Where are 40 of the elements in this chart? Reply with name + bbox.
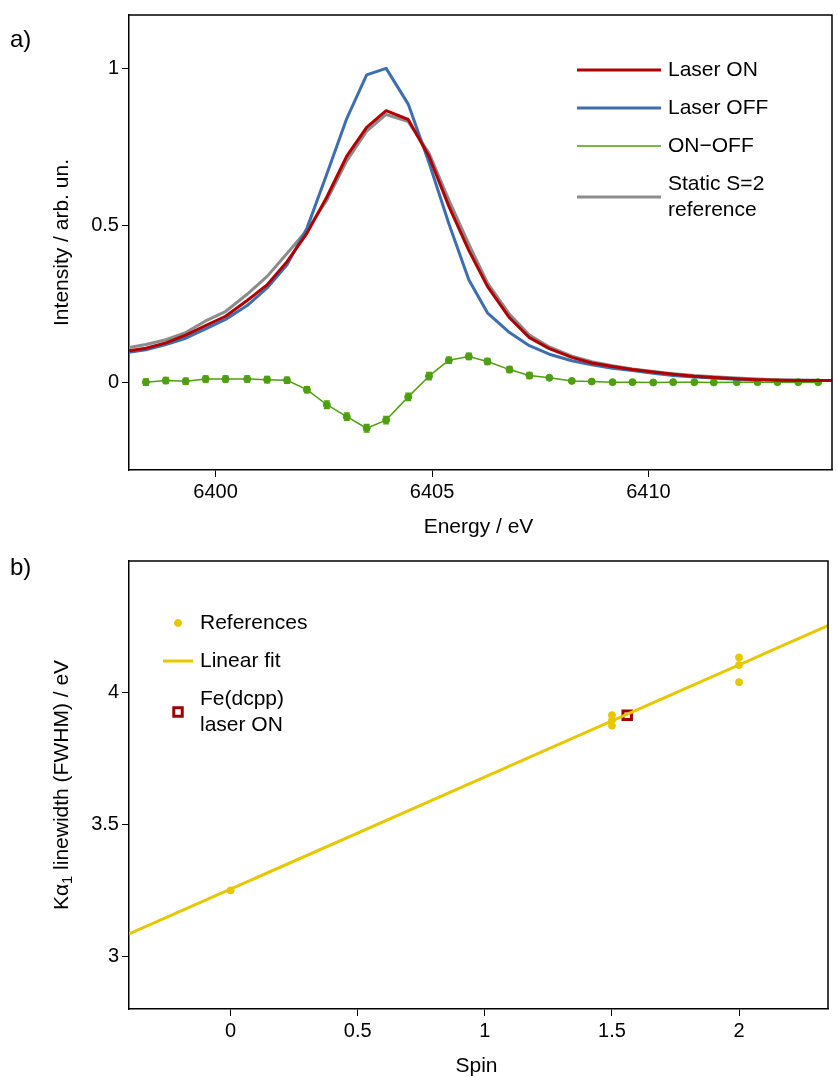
y-tick-label: 3	[107, 943, 119, 966]
point	[709, 378, 718, 387]
point	[735, 661, 744, 670]
legend-label: Laser ON	[668, 56, 758, 80]
x-tick-label: 6410	[626, 479, 671, 502]
point	[608, 378, 617, 387]
legend-label: References	[200, 609, 308, 633]
x-tick-label: 0	[225, 1018, 237, 1041]
x-tick-label: 6405	[409, 479, 455, 502]
legend-label: ON−OFF	[668, 132, 754, 156]
x-tick-label: 6400	[193, 479, 238, 502]
y-axis-title: Intensity / arb. un.	[48, 159, 72, 326]
legend-label: Static S=2 reference	[668, 170, 765, 220]
point	[669, 378, 678, 387]
y-tick-label: 4	[107, 680, 119, 703]
x-tick-label: 2	[733, 1018, 745, 1041]
chart-title: a)	[10, 24, 32, 52]
point	[690, 378, 699, 387]
y-tick-label: 3.5	[91, 812, 119, 835]
y-tick-label: 0.5	[91, 212, 119, 235]
legend-label: Fe(dcpp) laser ON	[200, 685, 285, 735]
point	[735, 678, 744, 687]
chart-title: b)	[10, 552, 32, 580]
x-tick-label: 0.5	[343, 1018, 372, 1041]
y-tick-label: 0	[107, 369, 119, 392]
point	[226, 886, 235, 895]
legend-label: Linear fit	[200, 647, 281, 671]
legend-label: Laser OFF	[668, 94, 769, 118]
point	[628, 378, 637, 387]
point	[567, 376, 576, 385]
y-tick-label: 1	[107, 55, 119, 78]
point	[735, 653, 744, 662]
point	[649, 378, 658, 387]
y-axis-title: Kα1 linewidth (FWHM) / eV	[48, 659, 76, 911]
point	[587, 377, 596, 386]
x-axis-title: Spin	[455, 1053, 498, 1076]
point	[545, 373, 554, 382]
x-tick-label: 1	[479, 1018, 491, 1041]
x-axis-title: Energy / eV	[423, 514, 534, 537]
x-tick-label: 1.5	[598, 1018, 626, 1041]
